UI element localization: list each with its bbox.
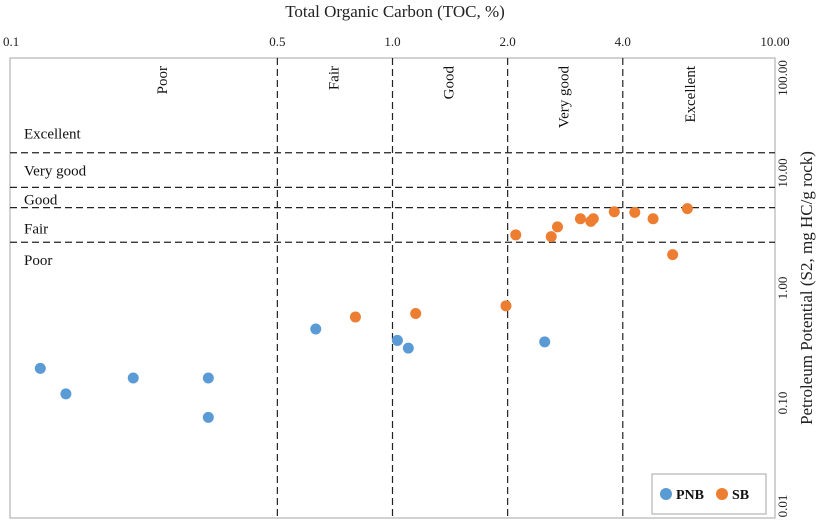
- legend: PNB SB: [651, 473, 767, 515]
- data-point-sb: [667, 249, 679, 261]
- toc-class-label: Good: [441, 66, 457, 100]
- s2-class-label: Excellent: [24, 127, 81, 143]
- x-tick-label: 0.5: [269, 34, 285, 49]
- y-tick-label: 100.00: [775, 60, 790, 96]
- data-point-sb: [647, 213, 659, 225]
- data-point-pnb: [202, 372, 214, 384]
- y-axis-title: Petroleum Potential (S2, mg HC/g rock): [797, 151, 816, 425]
- s2-class-label: Good: [24, 192, 58, 208]
- data-point-sb: [681, 203, 693, 215]
- x-tick-label: 1.0: [384, 34, 400, 49]
- x-axis-title: Total Organic Carbon (TOC, %): [285, 2, 505, 21]
- x-axis-ticks: 0.1 0.5 1.0 2.0 4.0 10.00: [3, 34, 790, 49]
- toc-class-label: Excellent: [683, 65, 699, 122]
- x-tick-label: 4.0: [615, 34, 631, 49]
- y-tick-label: 0.10: [775, 392, 790, 415]
- class-labels: Poor Fair Good Very good Excellent Excellent V…: [24, 65, 699, 269]
- toc-class-label: Poor: [155, 66, 171, 94]
- x-tick-label: 10.00: [760, 34, 789, 49]
- toc-class-label: Fair: [326, 66, 342, 90]
- data-point-sb: [510, 229, 522, 241]
- data-point-pnb: [60, 388, 72, 400]
- data-point-sb: [608, 206, 620, 218]
- class-boundary-lines: [10, 58, 775, 518]
- data-point-sb: [629, 206, 641, 218]
- data-point-sb: [500, 300, 512, 312]
- x-tick-label: 0.1: [3, 34, 19, 49]
- data-points: [34, 203, 693, 423]
- y-axis-ticks: 0.01 0.10 1.00 10.00 100.00: [775, 60, 790, 517]
- s2-class-label: Very good: [24, 164, 87, 180]
- data-point-pnb: [202, 411, 214, 423]
- data-point-pnb: [34, 362, 46, 374]
- data-point-sb: [545, 231, 557, 243]
- data-point-sb: [349, 311, 361, 323]
- legend-label-pnb: PNB: [676, 488, 704, 503]
- data-point-sb: [410, 308, 422, 320]
- legend-marker-sb: [716, 488, 728, 500]
- data-point-pnb: [539, 336, 551, 348]
- y-tick-label: 10.00: [775, 158, 790, 187]
- data-point-pnb: [391, 334, 403, 346]
- data-point-sb: [587, 213, 599, 225]
- legend-marker-pnb: [660, 488, 672, 500]
- s2-class-label: Poor: [24, 253, 52, 269]
- y-tick-label: 1.00: [775, 277, 790, 300]
- s2-class-label: Fair: [24, 221, 48, 237]
- data-point-pnb: [310, 323, 322, 335]
- plot-area: [9, 57, 776, 519]
- x-tick-label: 2.0: [500, 34, 516, 49]
- toc-class-label: Very good: [557, 66, 573, 129]
- legend-label-sb: SB: [732, 488, 749, 503]
- data-point-pnb: [127, 372, 139, 384]
- data-point-sb: [551, 221, 563, 233]
- data-point-pnb: [402, 342, 414, 354]
- data-point-sb: [574, 213, 586, 225]
- y-tick-label: 0.01: [775, 495, 790, 518]
